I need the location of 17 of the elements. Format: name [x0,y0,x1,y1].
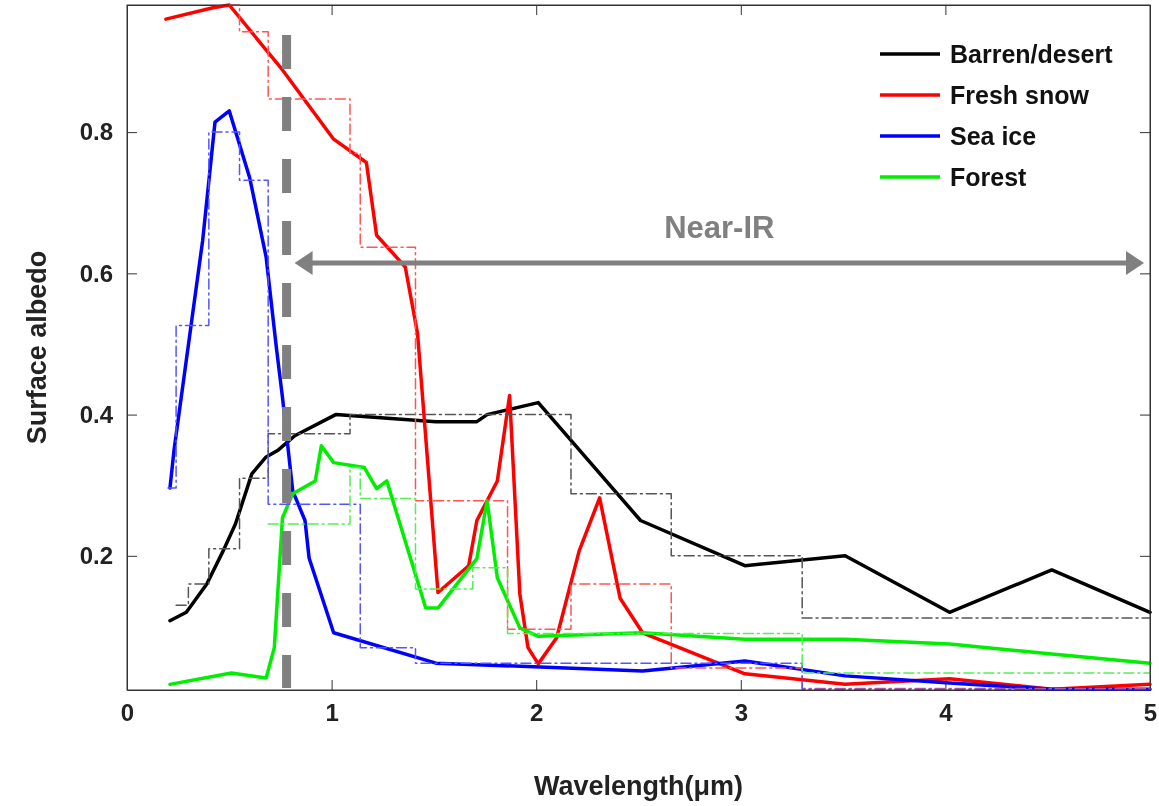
legend-label: Forest [950,163,1028,191]
x-axis-title: Wavelength(μm) [533,771,744,801]
x-tick-label: 4 [939,699,954,727]
y-tick-label: 0.4 [79,400,114,428]
y-tick-label: 0.2 [79,542,113,569]
legend-label: Sea ice [950,122,1037,150]
x-tick-label: 5 [1143,699,1158,727]
y-tick-label: 0.6 [79,259,113,287]
legend-label: Fresh snow [950,81,1090,109]
y-axis-title: Surface albedo [22,250,52,445]
y-tick-label: 0.8 [79,118,113,146]
x-tick-label: 0 [120,699,135,727]
x-tick-label: 3 [734,699,748,727]
annotation: Near-IR [664,210,775,245]
x-tick-label: 2 [530,699,544,727]
x-tick-label: 1 [325,699,339,727]
legend-label: Barren/desert [950,40,1114,68]
